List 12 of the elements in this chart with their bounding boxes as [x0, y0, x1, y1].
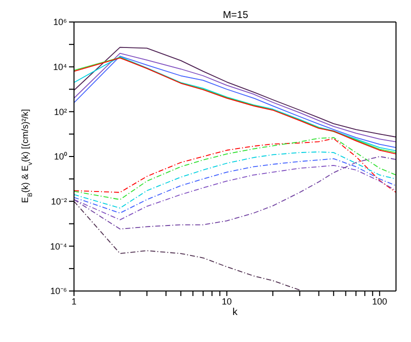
x-tick-label: 100: [372, 296, 388, 306]
x-axis-title: k: [232, 307, 238, 318]
y-tick-label: 10⁻⁶: [50, 286, 68, 296]
x-tick-label: 10: [222, 296, 232, 306]
chart-title: M=15: [222, 10, 249, 21]
y-tick-label: 10⁻⁴: [50, 241, 68, 252]
y-tick-label: 10⁶: [53, 17, 68, 28]
y-tick-label: 10⁰: [54, 152, 67, 162]
y-tick-label: 10⁻²: [50, 196, 67, 207]
x-tick-label: 1: [71, 296, 77, 306]
y-tick-label: 10²: [54, 106, 67, 117]
y-tick-label: 10⁴: [53, 62, 68, 72]
